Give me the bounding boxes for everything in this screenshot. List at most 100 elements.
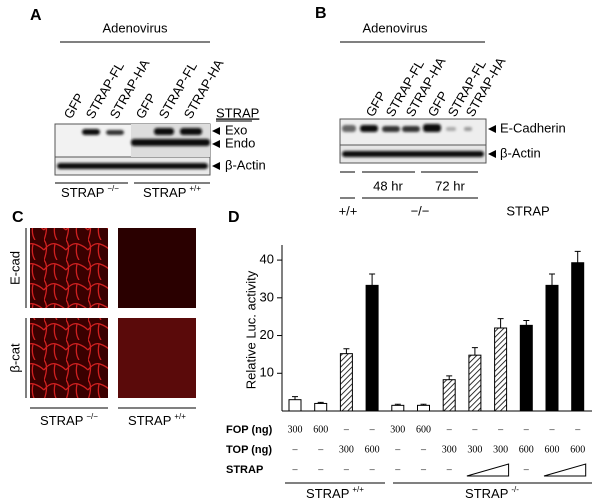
error-bar: [394, 403, 401, 406]
lane-label: GFP: [61, 91, 87, 122]
band-label: Exo: [225, 122, 247, 137]
row-label: FOP (ng): [226, 424, 273, 436]
table-cell: –: [523, 464, 530, 475]
error-bar: [317, 401, 324, 404]
table-cell: 600: [570, 444, 585, 455]
error-bar: [292, 396, 298, 400]
y-tick-label: 20: [260, 327, 274, 342]
row-label: E-cad: [7, 251, 22, 285]
group-sup: +/+: [174, 412, 186, 421]
row-label: TOP (ng): [226, 444, 272, 456]
table-cell: –: [317, 464, 324, 475]
wedge: [466, 463, 510, 477]
table-cell: 300: [442, 444, 457, 455]
error-bar: [574, 250, 581, 263]
table-cell: –: [394, 444, 401, 455]
row-label: β-cat: [7, 343, 22, 373]
time-label: 72 hr: [435, 178, 465, 193]
error-bar: [369, 273, 376, 286]
table-cell: –: [394, 464, 401, 475]
panel-letter: D: [228, 209, 240, 226]
bar: [391, 404, 405, 412]
group-sup: +/+: [189, 184, 201, 193]
group-name: STRAP: [128, 413, 171, 428]
table-cell: 300: [288, 424, 303, 435]
panel-letter: B: [315, 5, 327, 22]
genotype: +/+: [339, 203, 358, 218]
lane-label: GFP: [363, 89, 389, 120]
group-label: STRAP −/−: [61, 184, 119, 200]
table-cell: –: [446, 424, 453, 435]
group-label: STRAP −/−: [40, 412, 98, 428]
band-label: β-Actin: [225, 157, 266, 172]
bar: [314, 402, 328, 412]
bar: [442, 379, 456, 412]
bar: [571, 262, 585, 412]
bar: [288, 399, 302, 412]
table-cell: –: [497, 424, 504, 435]
row-label: STRAP: [226, 464, 263, 476]
panel-letter: C: [12, 209, 24, 226]
group-label: STRAP +/+: [306, 485, 364, 501]
group-sup: −/−: [107, 184, 119, 193]
bar: [494, 327, 508, 412]
wedge: [543, 463, 587, 477]
table-cell: –: [369, 424, 376, 435]
y-axis-label: Relative Luc. activity: [243, 270, 258, 389]
group-name: STRAP: [306, 486, 349, 501]
table-cell: –: [292, 444, 299, 455]
table-cell: 600: [519, 444, 534, 455]
key-label: STRAP: [216, 105, 259, 120]
table-cell: –: [549, 424, 556, 435]
group-label: STRAP +/+: [143, 184, 201, 200]
table-cell: –: [343, 424, 350, 435]
bar: [519, 324, 533, 412]
group-sup: +/+: [352, 485, 364, 494]
group-label: STRAP -/-: [465, 485, 519, 501]
table-cell: 300: [493, 444, 508, 455]
blot-a: [54, 123, 211, 176]
header: Adenovirus: [362, 20, 428, 35]
band-label: Endo: [225, 135, 255, 150]
error-bar: [549, 273, 555, 286]
bar: [417, 404, 430, 412]
arrow: [488, 150, 496, 158]
y-tick-label: 10: [260, 365, 274, 380]
group-sup: -/-: [511, 485, 519, 494]
genotype: −/−: [411, 203, 430, 218]
blot-b: [339, 118, 487, 164]
table-cell: –: [420, 444, 427, 455]
micrographs: [30, 228, 196, 398]
error-bar: [497, 318, 504, 328]
table-cell: –: [574, 424, 581, 435]
table-cell: –: [471, 424, 478, 435]
table-cell: 600: [416, 424, 431, 435]
error-bar: [343, 348, 350, 354]
table-cell: 600: [313, 424, 328, 435]
table-cell: –: [446, 464, 453, 475]
arrow: [212, 140, 220, 148]
arrow: [212, 162, 220, 170]
table-cell: –: [343, 464, 350, 475]
time-label: 48 hr: [373, 178, 403, 193]
group-name: STRAP: [143, 185, 186, 200]
table-cell: –: [420, 464, 427, 475]
group-name: STRAP: [40, 413, 83, 428]
arrow: [212, 127, 220, 135]
panel-letter: A: [30, 7, 42, 24]
table-cell: 300: [390, 424, 405, 435]
group-name: STRAP: [61, 185, 104, 200]
genotype-label: STRAP: [506, 203, 549, 218]
bar: [545, 284, 559, 412]
error-bar: [523, 319, 530, 326]
group-label: STRAP +/+: [128, 412, 186, 428]
table-cell: 600: [365, 444, 380, 455]
lane-label: GFP: [133, 91, 159, 122]
table-cell: 600: [545, 444, 560, 455]
group-sup: −/−: [86, 412, 98, 421]
table-cell: 300: [467, 444, 482, 455]
y-tick-label: 30: [260, 289, 274, 304]
group-name: STRAP: [465, 486, 508, 501]
table-cell: –: [523, 424, 530, 435]
